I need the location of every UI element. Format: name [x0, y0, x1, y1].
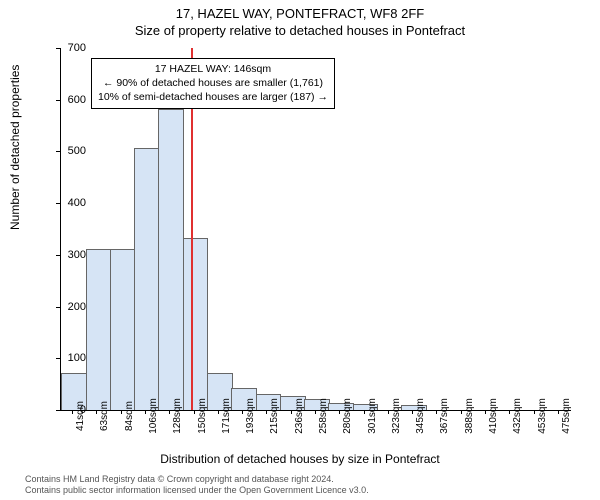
- y-tick-mark: [56, 410, 60, 411]
- x-tick-mark: [96, 410, 97, 414]
- x-tick-mark: [412, 410, 413, 414]
- y-tick-mark: [56, 151, 60, 152]
- y-tick-mark: [56, 100, 60, 101]
- y-tick-label: 600: [46, 94, 86, 106]
- x-tick-mark: [72, 410, 73, 414]
- x-tick-mark: [436, 410, 437, 414]
- y-tick-mark: [56, 358, 60, 359]
- x-tick-label: 128sqm: [172, 398, 183, 434]
- y-tick-label: 200: [46, 301, 86, 313]
- y-tick-label: 100: [46, 352, 86, 364]
- x-tick-label: 323sqm: [391, 398, 402, 434]
- histogram-bar: [183, 238, 209, 410]
- x-tick-label: 258sqm: [318, 398, 329, 434]
- x-tick-label: 367sqm: [439, 398, 450, 434]
- y-tick-mark: [56, 255, 60, 256]
- x-tick-mark: [339, 410, 340, 414]
- x-tick-mark: [388, 410, 389, 414]
- x-tick-label: 84sqm: [124, 401, 135, 431]
- x-tick-mark: [461, 410, 462, 414]
- x-tick-label: 432sqm: [512, 398, 523, 434]
- x-tick-mark: [121, 410, 122, 414]
- x-tick-label: 453sqm: [537, 398, 548, 434]
- y-tick-label: 300: [46, 249, 86, 261]
- x-tick-mark: [169, 410, 170, 414]
- x-tick-mark: [242, 410, 243, 414]
- footer-line2: Contains public sector information licen…: [25, 485, 369, 496]
- x-tick-mark: [364, 410, 365, 414]
- y-tick-mark: [56, 203, 60, 204]
- annotation-line: ← 90% of detached houses are smaller (1,…: [98, 76, 328, 90]
- histogram-bar: [86, 249, 112, 410]
- x-tick-mark: [485, 410, 486, 414]
- x-tick-label: 410sqm: [488, 398, 499, 434]
- x-tick-mark: [145, 410, 146, 414]
- chart-title-main: 17, HAZEL WAY, PONTEFRACT, WF8 2FF: [0, 0, 600, 21]
- y-tick-label: 700: [46, 42, 86, 54]
- x-tick-label: 236sqm: [294, 398, 305, 434]
- x-tick-mark: [291, 410, 292, 414]
- y-tick-label: 400: [46, 197, 86, 209]
- x-tick-label: 63sqm: [99, 401, 110, 431]
- x-tick-label: 106sqm: [148, 398, 159, 434]
- x-tick-mark: [558, 410, 559, 414]
- annotation-box: 17 HAZEL WAY: 146sqm← 90% of detached ho…: [91, 58, 335, 109]
- annotation-line: 17 HAZEL WAY: 146sqm: [98, 62, 328, 76]
- x-tick-mark: [509, 410, 510, 414]
- y-axis-label: Number of detached properties: [8, 65, 22, 230]
- x-tick-label: 280sqm: [342, 398, 353, 434]
- x-tick-label: 193sqm: [245, 398, 256, 434]
- footer-text: Contains HM Land Registry data © Crown c…: [25, 474, 369, 496]
- x-tick-label: 301sqm: [367, 398, 378, 434]
- x-tick-label: 345sqm: [415, 398, 426, 434]
- x-tick-label: 388sqm: [464, 398, 475, 434]
- x-tick-label: 215sqm: [269, 398, 280, 434]
- histogram-bar: [134, 148, 160, 410]
- x-tick-mark: [315, 410, 316, 414]
- x-tick-mark: [218, 410, 219, 414]
- y-tick-label: 500: [46, 145, 86, 157]
- x-tick-mark: [194, 410, 195, 414]
- annotation-line: 10% of semi-detached houses are larger (…: [98, 90, 328, 104]
- x-tick-label: 150sqm: [197, 398, 208, 434]
- plot-area: 17 HAZEL WAY: 146sqm← 90% of detached ho…: [60, 48, 571, 411]
- x-tick-label: 475sqm: [561, 398, 572, 434]
- histogram-bar: [110, 249, 136, 410]
- footer-line1: Contains HM Land Registry data © Crown c…: [25, 474, 369, 485]
- chart-title-sub: Size of property relative to detached ho…: [0, 21, 600, 38]
- y-tick-mark: [56, 307, 60, 308]
- x-tick-label: 171sqm: [221, 398, 232, 434]
- x-tick-mark: [534, 410, 535, 414]
- x-tick-label: 41sqm: [75, 401, 86, 431]
- histogram-bar: [158, 109, 184, 410]
- x-axis-label: Distribution of detached houses by size …: [0, 452, 600, 466]
- y-tick-mark: [56, 48, 60, 49]
- chart-container: 17, HAZEL WAY, PONTEFRACT, WF8 2FF Size …: [0, 0, 600, 500]
- x-tick-mark: [266, 410, 267, 414]
